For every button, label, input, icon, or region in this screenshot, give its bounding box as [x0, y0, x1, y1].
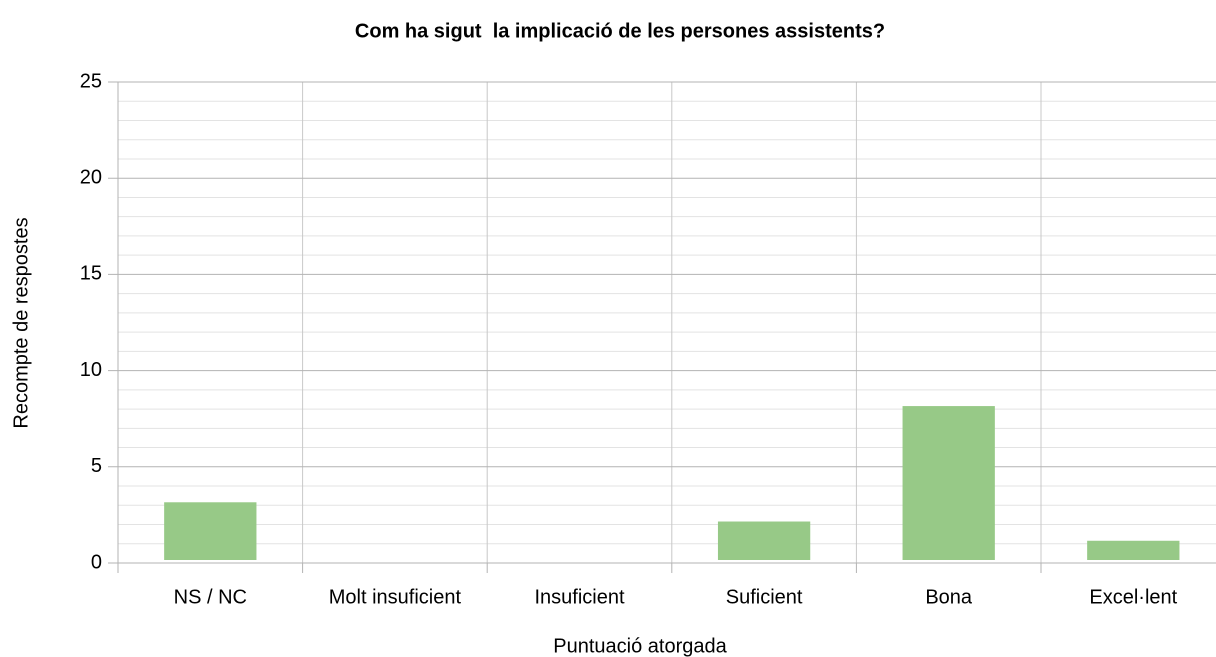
chart-title: Com ha sigut la implicació de les person… — [355, 20, 885, 42]
y-axis-label: Recompte de respostes — [10, 217, 32, 428]
y-tick-label: 10 — [80, 359, 102, 381]
y-tick-label: 5 — [91, 455, 102, 477]
y-tick-label: 20 — [80, 166, 102, 188]
x-tick-label: Bona — [925, 586, 973, 608]
x-tick-label: NS / NC — [174, 586, 247, 608]
bar — [164, 502, 257, 560]
x-tick-label: Molt insuficient — [329, 586, 462, 608]
y-tick-label: 15 — [80, 263, 102, 285]
bar — [1087, 540, 1180, 560]
x-tick-label: Excel·lent — [1089, 586, 1177, 608]
x-tick-label: Insuficient — [534, 586, 624, 608]
bar — [717, 521, 811, 560]
y-tick-label: 0 — [91, 551, 102, 573]
x-tick-label: Suficient — [726, 586, 803, 608]
x-axis-label: Puntuació atorgada — [553, 635, 727, 657]
bar — [902, 406, 995, 560]
y-tick-label: 25 — [80, 70, 102, 92]
